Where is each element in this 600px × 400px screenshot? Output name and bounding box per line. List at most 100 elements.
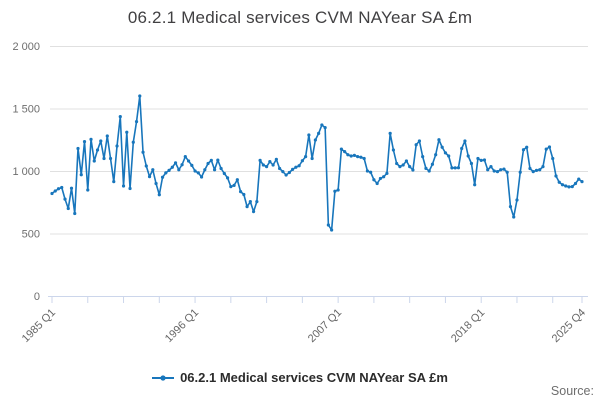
data-point-marker[interactable] <box>248 200 252 204</box>
data-point-marker[interactable] <box>515 198 519 202</box>
data-point-marker[interactable] <box>534 168 539 172</box>
data-point-marker[interactable] <box>125 130 129 134</box>
data-point-marker[interactable] <box>219 166 223 171</box>
data-point-marker[interactable] <box>570 185 574 189</box>
data-point-marker[interactable] <box>281 170 285 174</box>
data-point-marker[interactable] <box>164 171 168 175</box>
data-point-marker[interactable] <box>333 189 337 193</box>
data-point-marker[interactable] <box>369 170 373 174</box>
data-point-marker[interactable] <box>252 210 256 214</box>
data-point-marker[interactable] <box>411 168 415 172</box>
legend-item[interactable]: 06.2.1 Medical services CVM NAYear SA £m <box>0 370 600 385</box>
data-point-marker[interactable] <box>173 161 178 165</box>
data-point-marker[interactable] <box>102 156 106 161</box>
data-point-marker[interactable] <box>177 168 181 172</box>
data-point-marker[interactable] <box>560 183 565 187</box>
data-point-marker[interactable] <box>235 178 239 182</box>
data-point-marker[interactable] <box>349 154 353 158</box>
data-point-marker[interactable] <box>79 173 83 177</box>
data-point-marker[interactable] <box>391 148 396 152</box>
data-point-marker[interactable] <box>502 167 506 171</box>
data-point-marker[interactable] <box>151 168 155 172</box>
data-point-marker[interactable] <box>469 161 474 166</box>
data-point-marker[interactable] <box>528 166 532 171</box>
data-point-marker[interactable] <box>138 94 142 98</box>
data-point-marker[interactable] <box>300 159 304 163</box>
data-point-marker[interactable] <box>160 175 165 179</box>
data-point-marker[interactable] <box>427 169 431 173</box>
data-point-marker[interactable] <box>567 185 571 189</box>
data-point-marker[interactable] <box>225 176 230 180</box>
data-point-marker[interactable] <box>222 171 226 176</box>
data-point-marker[interactable] <box>466 154 470 158</box>
data-point-marker[interactable] <box>157 193 161 197</box>
data-point-marker[interactable] <box>473 183 477 187</box>
data-point-marker[interactable] <box>193 169 197 173</box>
data-point-marker[interactable] <box>317 131 321 135</box>
data-point-marker[interactable] <box>141 150 145 154</box>
data-point-marker[interactable] <box>408 165 412 169</box>
data-point-marker[interactable] <box>430 162 435 166</box>
data-point-marker[interactable] <box>53 189 57 193</box>
data-point-marker[interactable] <box>284 173 288 177</box>
data-point-marker[interactable] <box>525 145 529 149</box>
data-point-marker[interactable] <box>278 166 282 171</box>
data-point-marker[interactable] <box>551 156 555 161</box>
data-point-marker[interactable] <box>258 158 262 162</box>
data-point-marker[interactable] <box>336 188 340 192</box>
data-point-marker[interactable] <box>378 176 382 181</box>
data-point-marker[interactable] <box>573 181 578 186</box>
data-point-marker[interactable] <box>375 181 379 186</box>
data-point-marker[interactable] <box>424 166 428 170</box>
data-point-marker[interactable] <box>268 160 272 164</box>
data-point-marker[interactable] <box>89 137 93 141</box>
data-point-marker[interactable] <box>453 166 457 170</box>
data-point-marker[interactable] <box>356 155 360 159</box>
data-point-marker[interactable] <box>265 165 269 169</box>
data-point-marker[interactable] <box>60 185 64 190</box>
data-point-marker[interactable] <box>476 156 480 161</box>
data-point-marker[interactable] <box>547 145 552 149</box>
data-point-marker[interactable] <box>170 165 174 169</box>
data-point-marker[interactable] <box>577 177 581 181</box>
data-point-marker[interactable] <box>115 144 119 148</box>
data-point-marker[interactable] <box>564 184 568 188</box>
data-point-marker[interactable] <box>362 156 366 161</box>
data-point-marker[interactable] <box>307 133 311 137</box>
data-point-marker[interactable] <box>456 166 461 170</box>
data-point-marker[interactable] <box>395 161 399 166</box>
data-point-marker[interactable] <box>508 205 513 209</box>
data-point-marker[interactable] <box>382 175 386 179</box>
data-point-marker[interactable] <box>261 163 265 167</box>
data-point-marker[interactable] <box>544 147 548 151</box>
data-point-marker[interactable] <box>294 165 298 169</box>
data-point-marker[interactable] <box>167 168 171 172</box>
data-point-marker[interactable] <box>330 228 334 232</box>
data-point-marker[interactable] <box>212 168 217 172</box>
data-point-marker[interactable] <box>255 200 259 204</box>
data-point-marker[interactable] <box>531 170 535 174</box>
data-point-marker[interactable] <box>128 186 132 191</box>
data-point-marker[interactable] <box>209 158 213 162</box>
data-point-marker[interactable] <box>66 206 70 211</box>
data-point-marker[interactable] <box>105 134 109 138</box>
data-point-marker[interactable] <box>147 175 152 179</box>
data-point-marker[interactable] <box>437 138 441 142</box>
data-point-marker[interactable] <box>479 158 483 162</box>
data-point-marker[interactable] <box>82 140 87 144</box>
data-point-marker[interactable] <box>518 170 522 174</box>
data-point-marker[interactable] <box>121 184 126 188</box>
data-point-marker[interactable] <box>499 168 503 172</box>
data-point-marker[interactable] <box>463 139 467 143</box>
data-point-marker[interactable] <box>69 186 74 190</box>
data-point-marker[interactable] <box>216 158 220 162</box>
data-point-marker[interactable] <box>206 161 210 166</box>
data-point-marker[interactable] <box>346 153 350 157</box>
data-point-marker[interactable] <box>512 215 516 219</box>
data-point-marker[interactable] <box>557 180 561 184</box>
data-point-marker[interactable] <box>434 153 438 157</box>
data-point-marker[interactable] <box>76 146 80 151</box>
data-point-marker[interactable] <box>404 159 409 163</box>
data-point-marker[interactable] <box>274 157 278 161</box>
